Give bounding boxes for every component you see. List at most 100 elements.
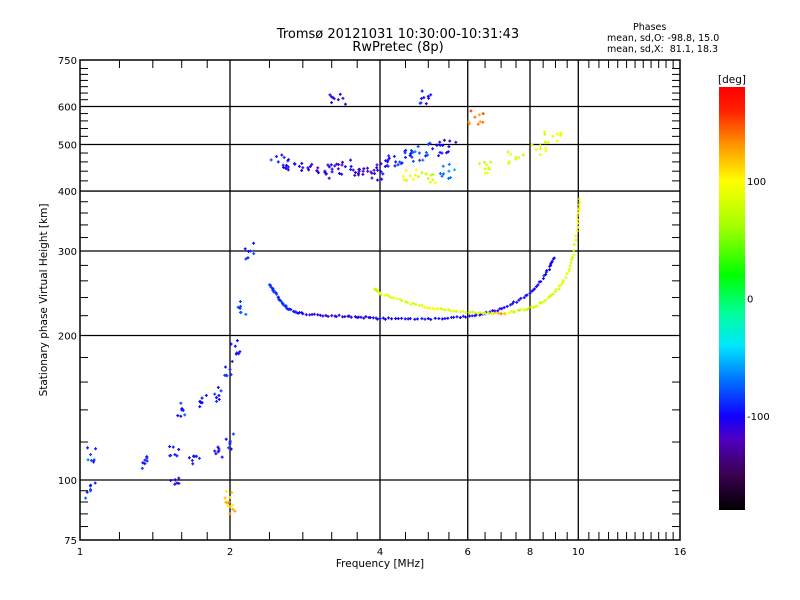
data-point	[431, 306, 435, 310]
data-point	[534, 147, 538, 151]
data-point	[470, 310, 474, 314]
data-point	[558, 134, 562, 138]
data-point	[197, 456, 201, 460]
data-point	[544, 149, 548, 153]
data-point	[574, 238, 578, 242]
data-point	[217, 447, 221, 451]
data-point	[486, 171, 490, 175]
data-point	[371, 316, 375, 320]
data-point	[499, 312, 503, 316]
data-point	[191, 454, 195, 458]
data-point	[175, 454, 179, 458]
data-point	[539, 147, 543, 151]
data-point	[233, 509, 237, 513]
data-point	[398, 160, 402, 164]
data-point	[378, 291, 382, 295]
data-point	[420, 303, 424, 307]
data-point	[375, 289, 379, 293]
data-point	[401, 174, 405, 178]
data-point	[340, 172, 344, 176]
data-point	[269, 158, 273, 162]
data-point	[233, 344, 237, 348]
data-point	[395, 297, 399, 301]
data-point	[429, 173, 433, 177]
data-point	[338, 92, 342, 96]
data-point	[454, 140, 458, 144]
data-point	[446, 150, 450, 154]
data-point	[567, 269, 571, 273]
data-point	[416, 175, 420, 179]
data-point	[429, 180, 433, 184]
y-tick-label: 100	[58, 476, 77, 487]
data-points	[84, 89, 582, 516]
data-point	[235, 339, 239, 343]
data-point	[422, 305, 426, 309]
data-point	[502, 306, 506, 310]
data-point	[399, 162, 403, 166]
data-point	[438, 140, 442, 144]
data-point	[173, 453, 177, 457]
data-point	[326, 163, 330, 167]
data-point	[477, 113, 481, 117]
data-point	[183, 413, 187, 417]
data-point	[280, 153, 284, 157]
data-point	[330, 101, 334, 105]
data-point	[396, 317, 400, 321]
data-point	[231, 503, 235, 507]
data-point	[343, 102, 347, 106]
data-point	[337, 313, 341, 317]
data-point	[441, 164, 445, 168]
data-point	[327, 165, 331, 169]
data-point	[542, 274, 546, 278]
data-point	[503, 312, 507, 316]
data-point	[252, 241, 256, 245]
data-point	[506, 150, 510, 154]
data-point	[143, 462, 147, 466]
y-tick-label: 300	[58, 247, 77, 258]
data-point	[229, 373, 233, 377]
data-point	[361, 169, 365, 173]
data-point	[89, 453, 93, 457]
data-point	[318, 313, 322, 317]
y-tick-label: 750	[58, 56, 77, 67]
data-point	[230, 491, 234, 495]
data-point	[441, 172, 445, 176]
data-point	[307, 168, 311, 172]
data-point	[443, 317, 447, 321]
data-point	[555, 139, 559, 143]
data-point	[381, 172, 385, 176]
data-point	[304, 313, 308, 317]
data-point	[94, 447, 98, 451]
data-point	[353, 173, 357, 177]
data-point	[409, 152, 413, 156]
data-point	[353, 315, 357, 319]
data-point	[403, 300, 407, 304]
data-point	[349, 168, 353, 172]
data-point	[383, 164, 387, 168]
data-point	[461, 314, 465, 318]
data-point	[403, 149, 407, 153]
data-point	[436, 307, 440, 311]
data-point	[370, 171, 374, 175]
data-point	[458, 310, 462, 314]
data-point	[198, 405, 202, 409]
data-point	[228, 512, 232, 516]
data-point	[195, 454, 199, 458]
data-point	[542, 300, 546, 304]
data-point	[519, 296, 523, 300]
data-point	[86, 446, 90, 450]
data-point	[512, 310, 516, 314]
data-point	[403, 317, 407, 321]
data-point	[572, 248, 576, 252]
data-point	[385, 163, 389, 167]
data-point	[336, 167, 340, 171]
data-point	[522, 296, 526, 300]
data-point	[440, 317, 444, 321]
x-tick-label: 6	[465, 547, 471, 558]
data-point	[224, 500, 228, 504]
data-point	[333, 164, 337, 168]
data-point	[373, 172, 377, 176]
data-point	[269, 285, 273, 289]
data-point	[538, 153, 542, 157]
data-point	[228, 367, 232, 371]
